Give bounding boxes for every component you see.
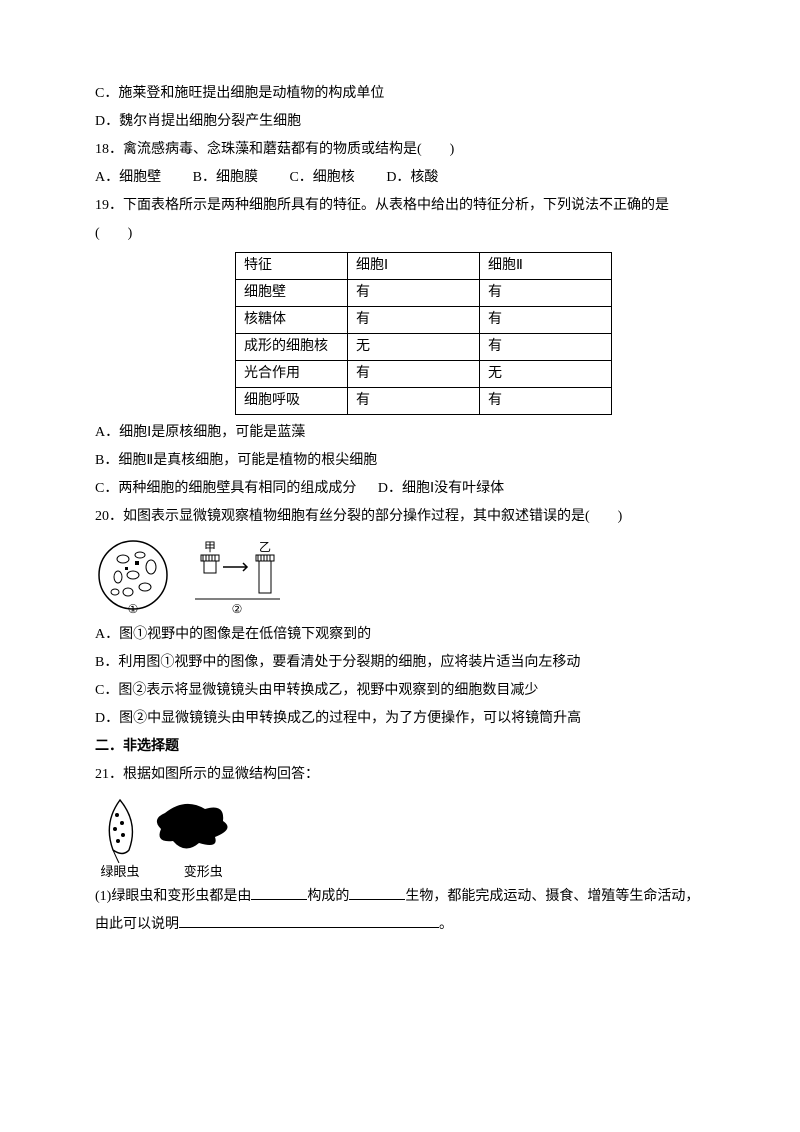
fig-label-1: ① (128, 602, 139, 615)
q17-option-d: D．魏尔肖提出细胞分裂产生细胞 (95, 108, 705, 136)
q21-1-line1: (1)绿眼虫和变形虫都是由 构成的 生物，都能完成运动、摄食、增殖等生命活动， (95, 883, 705, 911)
q18-option-d: D．核酸 (386, 164, 438, 192)
q21-1-line2-end: 。 (439, 917, 453, 932)
r4c3: 无 (480, 361, 612, 388)
fig-label-yi: 乙 (259, 540, 271, 554)
q19-option-c: C．两种细胞的细胞壁具有相同的组成成分 (95, 481, 356, 496)
r4c1: 光合作用 (236, 361, 348, 388)
microscope-figure: ① 甲 乙 ② (95, 537, 705, 615)
q19-option-b: B．细胞Ⅱ是真核细胞，可能是植物的根尖细胞 (95, 447, 705, 475)
caption-amoeba: 变形虫 (168, 863, 238, 881)
q17-option-c: C．施莱登和施旺提出细胞是动植物的构成单位 (95, 80, 705, 108)
q18-stem: 18．禽流感病毒、念珠藻和蘑菇都有的物质或结构是( ) (95, 136, 705, 164)
r3c2: 无 (348, 334, 480, 361)
q20-option-b: B．利用图①视野中的图像，要看清处于分裂期的细胞，应将装片适当向左移动 (95, 649, 705, 677)
q19-options-cd: C．两种细胞的细胞壁具有相同的组成成分 D．细胞Ⅰ没有叶绿体 (95, 475, 705, 503)
q19-option-a: A．细胞Ⅰ是原核细胞，可能是蓝藻 (95, 419, 705, 447)
fig-label-jia: 甲 (204, 540, 216, 554)
r5c3: 有 (480, 388, 612, 415)
th-feature: 特征 (236, 253, 348, 280)
q18-option-b: B．细胞膜 (193, 164, 258, 192)
section-2-heading: 二．非选择题 (95, 733, 705, 761)
q21-stem: 21．根据如图所示的显微结构回答： (95, 761, 705, 789)
q19-option-d: D．细胞Ⅰ没有叶绿体 (378, 481, 504, 496)
fig-label-2: ② (232, 602, 243, 615)
caption-euglena: 绿眼虫 (95, 863, 145, 881)
q20-option-a: A．图①视野中的图像是在低倍镜下观察到的 (95, 621, 705, 649)
q21-1-post: 生物，都能完成运动、摄食、增殖等生命活动， (405, 889, 699, 904)
r2c3: 有 (480, 307, 612, 334)
q20-option-c: C．图②表示将显微镜镜头由甲转换成乙，视野中观察到的细胞数目减少 (95, 677, 705, 705)
q18-options: A．细胞壁 B．细胞膜 C．细胞核 D．核酸 (95, 164, 705, 192)
feature-table: 特征 细胞Ⅰ 细胞Ⅱ 细胞壁 有 有 核糖体 有 有 成形的细胞核 无 有 光合… (235, 252, 612, 415)
document-page: C．施莱登和施旺提出细胞是动植物的构成单位 D．魏尔肖提出细胞分裂产生细胞 18… (0, 0, 800, 1132)
blank-1 (251, 885, 307, 900)
r4c2: 有 (348, 361, 480, 388)
q18-option-c: C．细胞核 (289, 164, 354, 192)
blank-3 (179, 913, 439, 928)
r3c3: 有 (480, 334, 612, 361)
r5c1: 细胞呼吸 (236, 388, 348, 415)
r1c2: 有 (348, 280, 480, 307)
r2c2: 有 (348, 307, 480, 334)
th-cell2: 细胞Ⅱ (480, 253, 612, 280)
q21-1-line2-pre: 由此可以说明 (95, 917, 179, 932)
q21-1-pre: (1)绿眼虫和变形虫都是由 (95, 889, 251, 904)
q18-option-a: A．细胞壁 (95, 164, 161, 192)
r5c2: 有 (348, 388, 480, 415)
q21-1-mid: 构成的 (307, 889, 349, 904)
r1c1: 细胞壁 (236, 280, 348, 307)
q20-stem: 20．如图表示显微镜观察植物细胞有丝分裂的部分操作过程，其中叙述错误的是( ) (95, 503, 705, 531)
organism-figure: 绿眼虫 变形虫 (95, 795, 705, 881)
r3c1: 成形的细胞核 (236, 334, 348, 361)
q21-1-line2: 由此可以说明 。 (95, 911, 705, 939)
r2c1: 核糖体 (236, 307, 348, 334)
r1c3: 有 (480, 280, 612, 307)
q19-stem: 19．下面表格所示是两种细胞所具有的特征。从表格中给出的特征分析，下列说法不正确… (95, 192, 705, 248)
blank-2 (349, 885, 405, 900)
q20-option-d: D．图②中显微镜镜头由甲转换成乙的过程中，为了方便操作，可以将镜筒升高 (95, 705, 705, 733)
th-cell1: 细胞Ⅰ (348, 253, 480, 280)
